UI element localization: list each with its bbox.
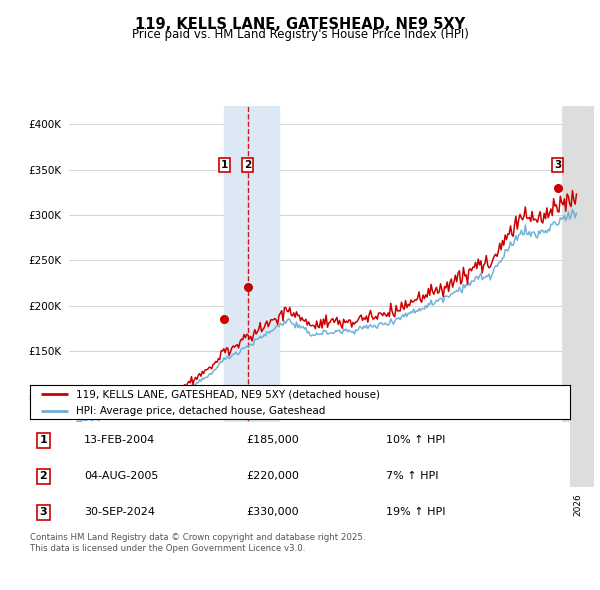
Text: HPI: Average price, detached house, Gateshead: HPI: Average price, detached house, Gate… — [76, 407, 325, 417]
Text: £185,000: £185,000 — [246, 435, 299, 445]
Text: 2: 2 — [40, 471, 47, 481]
Text: 13-FEB-2004: 13-FEB-2004 — [84, 435, 155, 445]
Bar — [224, 106, 279, 487]
Text: 7% ↑ HPI: 7% ↑ HPI — [386, 471, 439, 481]
Text: 10% ↑ HPI: 10% ↑ HPI — [386, 435, 446, 445]
Text: 1: 1 — [40, 435, 47, 445]
Text: Contains HM Land Registry data © Crown copyright and database right 2025.
This d: Contains HM Land Registry data © Crown c… — [30, 533, 365, 553]
Text: 3: 3 — [554, 160, 561, 170]
Text: 3: 3 — [40, 507, 47, 517]
Text: 30-SEP-2024: 30-SEP-2024 — [84, 507, 155, 517]
Text: 119, KELLS LANE, GATESHEAD, NE9 5XY (detached house): 119, KELLS LANE, GATESHEAD, NE9 5XY (det… — [76, 389, 380, 399]
Bar — [562, 106, 594, 487]
Text: 19% ↑ HPI: 19% ↑ HPI — [386, 507, 446, 517]
Text: £220,000: £220,000 — [246, 471, 299, 481]
Text: 2: 2 — [244, 160, 251, 170]
Text: £330,000: £330,000 — [246, 507, 299, 517]
Text: Price paid vs. HM Land Registry's House Price Index (HPI): Price paid vs. HM Land Registry's House … — [131, 28, 469, 41]
Text: 04-AUG-2005: 04-AUG-2005 — [84, 471, 158, 481]
Text: 1: 1 — [220, 160, 228, 170]
Text: 119, KELLS LANE, GATESHEAD, NE9 5XY: 119, KELLS LANE, GATESHEAD, NE9 5XY — [135, 17, 465, 31]
